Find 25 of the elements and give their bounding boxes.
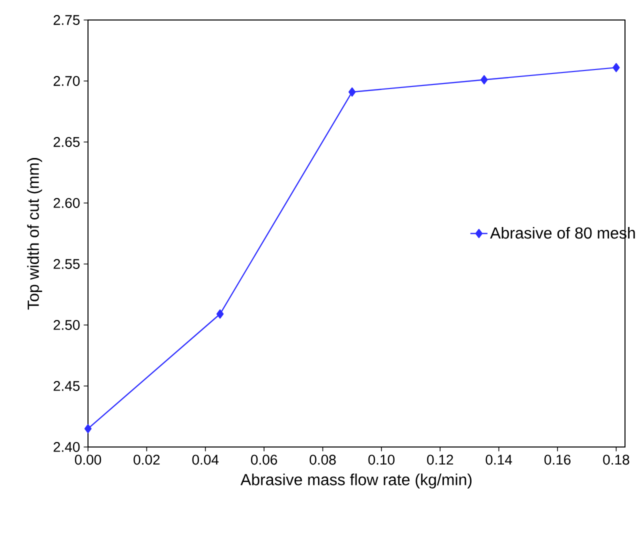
y-tick-label: 2.75: [54, 15, 80, 25]
point: [84, 424, 92, 434]
y-tick-label: 2.50: [54, 320, 80, 330]
x-tick-label: 0.10: [368, 454, 395, 465]
x-tick-label: 0.08: [310, 454, 336, 465]
x-tick-label: 0.12: [427, 454, 454, 465]
y-tick-label: 2.70: [54, 76, 80, 86]
y-tick-label: 2.45: [54, 381, 80, 391]
point: [480, 75, 488, 84]
x-tick-label: 0.16: [544, 454, 571, 465]
point: [216, 309, 224, 319]
x-tick-label: 0.04: [192, 454, 219, 465]
y-tick-label: 2.40: [54, 442, 80, 452]
x-tick-label: 0.14: [486, 454, 512, 465]
x-axis-title: Abrasive mass flow rate (kg/min): [240, 474, 472, 488]
y-tick-label: 2.60: [54, 198, 80, 208]
x-tick-label: 0.06: [250, 454, 278, 465]
y-tick-label: 2.55: [54, 259, 80, 269]
x-tick-label: 0.02: [134, 454, 160, 465]
point: [348, 87, 356, 97]
y-tick-label: 2.65: [54, 137, 80, 147]
point: [612, 62, 620, 72]
x-tick-label: 0.00: [74, 454, 102, 465]
y-axis-title: Top width of cut (mm): [27, 158, 42, 310]
x-tick-label: 0.18: [603, 454, 630, 465]
